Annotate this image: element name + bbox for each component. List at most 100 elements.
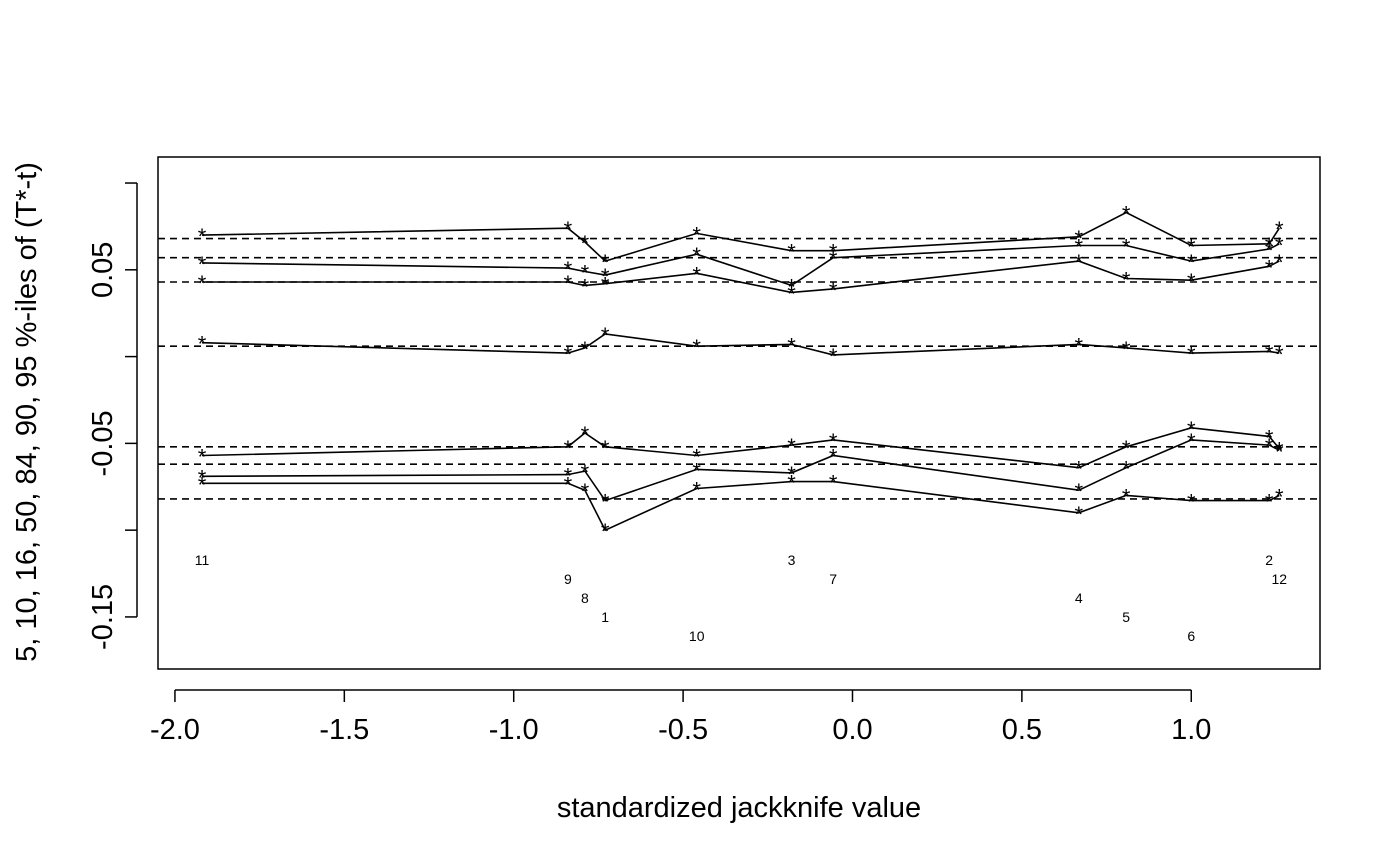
- series-1-point: *: [1075, 226, 1084, 251]
- series-5-point: *: [1275, 438, 1284, 463]
- series-6-point: *: [601, 490, 610, 515]
- series-1-point: *: [1122, 202, 1131, 227]
- y-axis-title: 5, 10, 16, 50, 84, 90, 95 %-iles of (T*-…: [11, 162, 43, 662]
- observation-label: 6: [1187, 628, 1195, 644]
- series-1-point: *: [1187, 235, 1196, 260]
- series-6-point: *: [787, 462, 796, 487]
- observation-label: 10: [689, 628, 705, 644]
- series-2-point: *: [1122, 235, 1131, 260]
- series-1-point: *: [581, 231, 590, 256]
- plot-frame: [157, 156, 1321, 670]
- series-line-3: [202, 260, 1280, 294]
- series-6-point: *: [198, 465, 207, 490]
- series-3-point: *: [787, 281, 796, 306]
- y-tick-label: -0.15: [87, 584, 119, 650]
- x-tick-label: -1.0: [489, 714, 539, 746]
- observation-label: 4: [1075, 590, 1083, 606]
- series-4-point: *: [829, 344, 838, 369]
- series-1-point: *: [787, 240, 796, 265]
- series-6-point: *: [564, 464, 573, 489]
- x-tick-label: 0.5: [1002, 714, 1042, 746]
- series-2-point: *: [1275, 233, 1284, 258]
- series-1-point: *: [1275, 217, 1284, 242]
- series-7-point: *: [601, 519, 610, 544]
- series-5-point: *: [1187, 417, 1196, 442]
- series-6-point: *: [829, 445, 838, 470]
- series-6-point: *: [1187, 429, 1196, 454]
- series-2-point: *: [1265, 238, 1274, 263]
- series-7-point: *: [1275, 484, 1284, 509]
- observation-label: 3: [788, 552, 796, 568]
- series-3-point: *: [581, 274, 590, 299]
- series-line-2: [201, 243, 1280, 287]
- series-2-point: *: [581, 261, 590, 286]
- series-7-point: *: [1075, 502, 1084, 527]
- series-line-7: [202, 480, 1280, 532]
- star-markers-layer: * ***** **** *** * * **** * ** * ** * * * ** *** ** ** * **…: [198, 202, 1284, 545]
- series-4-point: *: [1187, 342, 1196, 367]
- observation-label: 8: [581, 590, 589, 606]
- x-tick-label: -2.0: [150, 714, 200, 746]
- series-1-point: *: [601, 250, 610, 275]
- x-axis-title: standardized jackknife value: [557, 792, 921, 824]
- series-2-point: *: [1187, 250, 1196, 275]
- series-2-point: *: [829, 247, 838, 272]
- series-4-point: *: [1265, 340, 1274, 365]
- series-3-point: *: [1275, 250, 1284, 275]
- series-4-point: *: [692, 335, 701, 360]
- series-1-point: *: [564, 217, 573, 242]
- series-line-1: [201, 211, 1280, 262]
- observation-labels-layer: 11 981 10 3 7 4 5 6 2 12: [195, 552, 1288, 644]
- series-3-point: *: [601, 273, 610, 298]
- series-4-point: *: [601, 323, 610, 348]
- series-2-point: *: [692, 243, 701, 268]
- observation-label: 12: [1272, 571, 1288, 587]
- series-5-point: *: [829, 429, 838, 454]
- series-5-point: *: [692, 445, 701, 470]
- x-tick-label: -0.5: [658, 714, 708, 746]
- series-3-point: *: [1075, 250, 1084, 275]
- series-4-point: *: [787, 333, 796, 358]
- observation-label: 5: [1122, 609, 1130, 625]
- series-2-point: *: [601, 264, 610, 289]
- y-tick-label: -0.05: [87, 410, 119, 476]
- observation-label: 1: [601, 609, 609, 625]
- series-5-point: *: [581, 422, 590, 447]
- series-7-point: *: [1265, 490, 1274, 515]
- series-3-point: *: [1187, 269, 1196, 294]
- series-2-point: *: [564, 257, 573, 282]
- observation-label: 2: [1265, 552, 1273, 568]
- series-5-point: *: [1265, 425, 1274, 450]
- series-5-point: *: [787, 434, 796, 459]
- series-4-point: *: [581, 337, 590, 362]
- series-3-point: *: [1122, 268, 1131, 293]
- x-axis: -2.0 -1.5 -1.0 -0.5 0.0 0.5 1.0: [150, 689, 1211, 746]
- series-2-point: *: [787, 274, 796, 299]
- observation-label: 9: [564, 571, 572, 587]
- series-1-point: *: [692, 222, 701, 247]
- series-4-point: *: [1275, 342, 1284, 367]
- series-1-point: *: [829, 240, 838, 265]
- series-4-point: *: [1122, 337, 1131, 362]
- series-7-point: *: [581, 479, 590, 504]
- series-3-point: *: [829, 278, 838, 303]
- observation-label: 11: [195, 552, 210, 568]
- series-7-point: *: [787, 471, 796, 496]
- series-4-point: *: [564, 342, 573, 367]
- series-5-point: *: [1075, 457, 1084, 482]
- reference-lines-layer: [158, 237, 1320, 500]
- series-2-point: *: [1075, 235, 1084, 260]
- series-5-point: *: [601, 436, 610, 461]
- series-4-point: *: [198, 332, 207, 357]
- series-3-point: *: [1265, 255, 1274, 280]
- series-3-point: *: [198, 271, 207, 296]
- series-3-point: *: [692, 262, 701, 287]
- series-7-point: *: [829, 471, 838, 496]
- percentile-series-layer: [201, 211, 1280, 532]
- series-line-5: [201, 426, 1280, 469]
- series-1-point: *: [1265, 233, 1274, 258]
- series-5-point: *: [1122, 436, 1131, 461]
- series-7-point: *: [1122, 484, 1131, 509]
- series-6-point: *: [1265, 434, 1274, 459]
